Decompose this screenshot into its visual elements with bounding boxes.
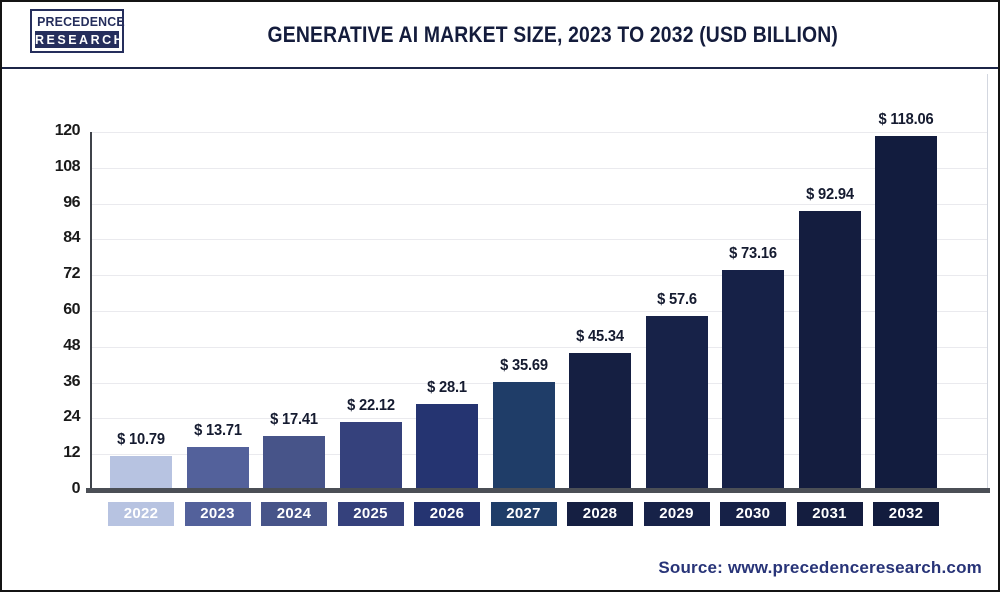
logo-text-research: RESEARCH [35, 31, 126, 48]
bar-value-label-2022: $ 10.79 [117, 430, 165, 448]
year-label-2022: 2022 [108, 502, 174, 526]
y-tick-label-72: 72 [63, 265, 80, 283]
y-tick-label-96: 96 [63, 193, 80, 211]
gridline-y-108 [92, 167, 987, 169]
y-tick-label-12: 12 [63, 444, 80, 462]
bar-value-label-2026: $ 28.1 [427, 379, 467, 397]
source-credit: Source: www.precedenceresearch.com [658, 558, 982, 577]
bar-value-label-2029: $ 57.6 [656, 291, 697, 309]
year-label-2028: 2028 [567, 502, 633, 526]
y-tick-label-24: 24 [63, 408, 80, 426]
gridline-y-96 [92, 203, 987, 205]
year-label-2024: 2024 [261, 502, 327, 526]
x-axis [86, 488, 990, 493]
x-axis-category-labels: 2022 2023 2024 2025 2026 2027 2028 2029 2030 2031… [92, 502, 987, 526]
bar-2024: $ 17.41 [263, 411, 325, 488]
plot-right-border [987, 74, 988, 492]
y-tick-label-48: 48 [63, 336, 80, 354]
bar-series: $ 10.79 $ 13.71 $ 17.41 $ 22.12 $ 28.1 $ 35.6… [92, 111, 987, 488]
year-label-2026: 2026 [414, 502, 480, 526]
y-tick-label-120: 120 [54, 122, 81, 139]
gridline-y-120 [92, 132, 987, 133]
y-tick-label-60: 60 [63, 301, 80, 318]
year-label-2023: 2023 [184, 502, 251, 526]
precedence-research-logo: PRECEDENCE RESEARCH [30, 9, 126, 53]
bar-value-label-2027: $ 35.69 [499, 356, 548, 374]
bar-value-label-2024: $ 17.41 [270, 411, 318, 429]
bar-value-label-2031: $ 92.94 [805, 185, 854, 203]
gridline-y-60 [92, 311, 987, 312]
y-tick-label-108: 108 [54, 157, 81, 175]
gridline-y-48 [92, 346, 987, 348]
bar-2025: $ 22.12 [339, 397, 402, 488]
bar-value-label-2025: $ 22.12 [346, 397, 395, 414]
bar-2029: $ 57.6 [645, 291, 708, 488]
bar-2030: $ 73.16 [722, 245, 784, 488]
bar-2031: $ 92.94 [798, 186, 861, 488]
bar-value-label-2028: $ 45.34 [576, 327, 624, 345]
y-tick-label-0: 0 [71, 480, 81, 497]
bar-2032: $ 118.06 [875, 111, 937, 488]
bar-value-label-2030: $ 73.16 [729, 244, 777, 262]
bar-2027: $ 35.69 [492, 357, 555, 488]
gridline-y-84 [92, 239, 987, 241]
year-label-2029: 2029 [643, 502, 710, 526]
y-tick-label-36: 36 [63, 372, 80, 390]
bar-2023: $ 13.71 [186, 422, 249, 488]
gridline-y-72 [92, 275, 987, 277]
bar-2028: $ 45.34 [569, 328, 631, 488]
bar-value-label-2023: $ 13.71 [193, 422, 242, 440]
y-tick-label-84: 84 [63, 229, 80, 247]
year-label-2030: 2030 [720, 502, 786, 526]
bar-2022: $ 10.79 [110, 431, 172, 488]
year-label-2032: 2032 [873, 502, 939, 526]
header: PRECEDENCE RESEARCH GENERATIVE AI MARKET… [2, 2, 998, 69]
chart-title: GENERATIVE AI MARKET SIZE, 2023 TO 2032 … [267, 22, 839, 47]
bar-value-label-2032: $ 118.06 [878, 110, 934, 128]
logo-text-precedence: PRECEDENCE [37, 14, 125, 29]
year-label-2027: 2027 [490, 502, 557, 526]
year-label-2025: 2025 [337, 502, 404, 526]
year-label-2031: 2031 [796, 502, 863, 526]
bar-2026: $ 28.1 [416, 379, 478, 488]
